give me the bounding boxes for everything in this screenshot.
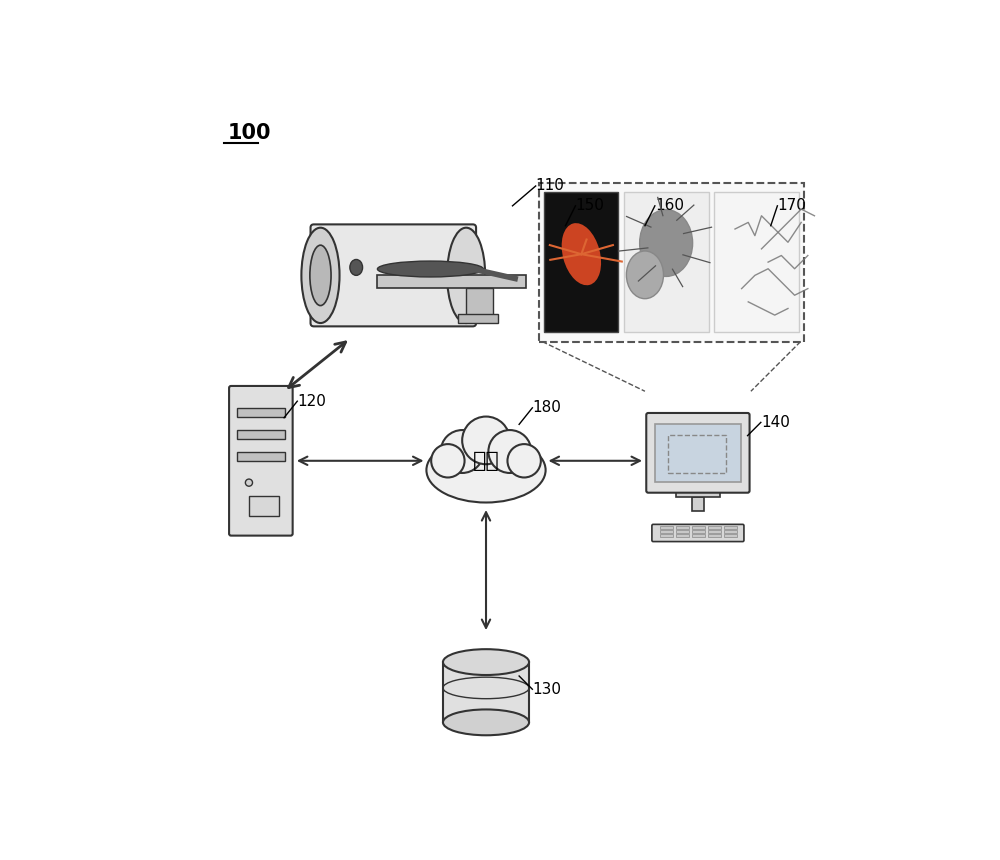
Text: 150: 150 bbox=[575, 199, 604, 213]
Bar bbox=[724, 531, 737, 533]
Bar bbox=[676, 534, 689, 538]
Bar bbox=[692, 526, 705, 529]
Circle shape bbox=[441, 430, 484, 473]
Bar bbox=[714, 192, 799, 332]
Text: 100: 100 bbox=[228, 123, 271, 143]
Bar bbox=[443, 662, 529, 722]
Ellipse shape bbox=[640, 210, 693, 276]
Circle shape bbox=[431, 444, 465, 477]
Circle shape bbox=[507, 444, 541, 477]
Bar bbox=[237, 430, 285, 439]
Bar bbox=[676, 491, 720, 496]
Ellipse shape bbox=[447, 228, 485, 323]
Circle shape bbox=[488, 430, 531, 473]
Ellipse shape bbox=[350, 260, 363, 275]
Ellipse shape bbox=[562, 223, 601, 286]
Ellipse shape bbox=[377, 261, 483, 277]
Ellipse shape bbox=[426, 438, 546, 502]
Bar bbox=[466, 288, 493, 320]
FancyBboxPatch shape bbox=[229, 386, 293, 536]
Bar bbox=[655, 424, 741, 482]
Bar bbox=[544, 192, 618, 332]
Bar bbox=[624, 192, 709, 332]
Ellipse shape bbox=[310, 245, 331, 305]
FancyBboxPatch shape bbox=[311, 224, 476, 326]
Bar bbox=[539, 182, 804, 341]
Bar bbox=[676, 531, 689, 533]
Bar bbox=[692, 496, 704, 511]
Text: 110: 110 bbox=[536, 179, 565, 194]
Ellipse shape bbox=[443, 649, 529, 675]
FancyBboxPatch shape bbox=[646, 413, 750, 493]
Text: 120: 120 bbox=[297, 394, 326, 408]
Bar bbox=[724, 534, 737, 538]
Bar bbox=[676, 526, 689, 529]
Text: 140: 140 bbox=[761, 415, 790, 430]
Ellipse shape bbox=[443, 710, 529, 735]
Bar bbox=[249, 495, 279, 516]
Bar bbox=[660, 526, 673, 529]
Bar bbox=[692, 534, 705, 538]
Text: 160: 160 bbox=[655, 199, 684, 213]
Bar bbox=[708, 534, 721, 538]
Bar bbox=[724, 526, 737, 529]
Text: 网络: 网络 bbox=[473, 451, 499, 470]
Ellipse shape bbox=[301, 228, 340, 323]
Bar bbox=[660, 531, 673, 533]
Bar bbox=[458, 314, 498, 323]
Text: 130: 130 bbox=[532, 682, 561, 697]
Bar bbox=[668, 435, 726, 473]
FancyBboxPatch shape bbox=[652, 525, 744, 542]
Bar bbox=[377, 275, 526, 288]
Ellipse shape bbox=[626, 251, 663, 298]
Bar bbox=[237, 452, 285, 461]
Text: 180: 180 bbox=[532, 400, 561, 415]
Bar bbox=[708, 531, 721, 533]
Bar bbox=[692, 531, 705, 533]
Bar bbox=[708, 526, 721, 529]
Bar bbox=[660, 534, 673, 538]
Bar bbox=[237, 408, 285, 417]
Circle shape bbox=[462, 416, 510, 464]
Circle shape bbox=[245, 479, 253, 486]
Text: 170: 170 bbox=[777, 199, 806, 213]
